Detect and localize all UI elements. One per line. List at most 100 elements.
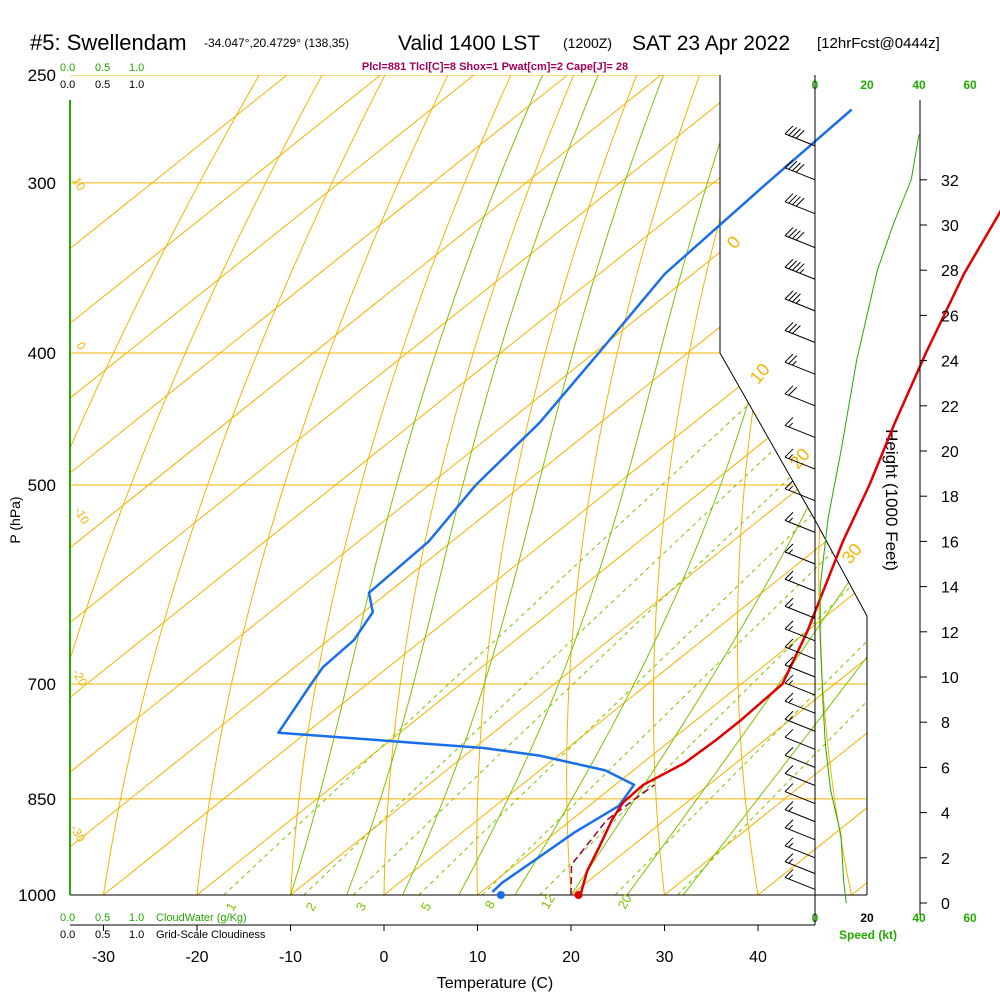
speed-tick-top: 40 [912, 78, 926, 92]
wind-barb [784, 193, 816, 215]
wind-barb [784, 853, 816, 875]
dry-adiabat [653, 75, 772, 895]
wind-barb [784, 674, 816, 696]
y-axis-title: P (hPa) [7, 496, 23, 543]
dry-adiabat-label: -10 [71, 505, 92, 527]
speed-tick-bottom: 20 [860, 911, 874, 925]
pressure-tick-label: 250 [28, 66, 56, 85]
temperature-trace [579, 209, 1000, 896]
height-tick-label: 16 [941, 534, 959, 551]
height-tick-label: 20 [941, 444, 959, 461]
isotherm-label: 10 [746, 359, 774, 387]
temperature-tick-label: -10 [279, 949, 302, 966]
isotherm-label: 0 [723, 232, 745, 253]
bottom-cloud-scale: 0.0 0.5 1.0 CloudWater (g/Kg) 0.0 0.5 1.… [60, 912, 266, 941]
height-tick-label: 8 [941, 715, 950, 732]
temperature-tick-label: 30 [656, 949, 674, 966]
wind-barb [784, 417, 816, 438]
wind-panel [784, 75, 920, 925]
bottom-green-0: 0.0 [60, 912, 75, 924]
dry-adiabat [70, 75, 274, 895]
wind-barb [784, 728, 816, 750]
mixing-ratio-label: 5 [418, 900, 435, 914]
dry-adiabat [70, 75, 336, 895]
isotherm-line [70, 75, 475, 895]
speed-tick-top: 20 [860, 78, 874, 92]
surface-temperature-marker [574, 891, 583, 899]
top-green-0: 0.0 [60, 62, 75, 74]
wind-barb [784, 692, 816, 714]
wind-barb [784, 656, 816, 678]
isotherm-line [70, 75, 288, 895]
moist-adiabat [402, 75, 674, 895]
isotherm-line [70, 75, 568, 895]
pressure-tick-label: 500 [28, 476, 56, 495]
isotherm-line [945, 75, 1000, 895]
wind-barb [784, 159, 816, 181]
wind-barb [784, 783, 816, 805]
moist-adiabat [514, 75, 850, 895]
wind-barb [784, 765, 816, 786]
height-tick-label: 4 [941, 806, 950, 823]
height-tick-label: 28 [941, 263, 959, 280]
station-coords: -34.047°,20.4729° (138,35) [204, 36, 349, 50]
wind-barb [784, 448, 816, 470]
temperature-tick-label: 40 [749, 949, 767, 966]
mixing-ratio-line [223, 352, 805, 895]
mixing-ratio-label: 20 [615, 891, 635, 911]
height-tick-label: 6 [941, 760, 950, 777]
speed-axis-title: Speed (kt) [839, 928, 897, 942]
top-cloud-scale: 0.0 0.5 1.0 0.0 0.5 1.0 [60, 62, 144, 91]
dry-adiabat [98, 75, 398, 895]
bottom-green-1: 1.0 [129, 912, 144, 924]
sounding-traces [277, 108, 1000, 899]
valid-time: Valid 1400 LST [398, 32, 540, 55]
wind-barb [784, 480, 816, 502]
mixing-ratio-line [352, 352, 867, 895]
temperature-tick-label: -20 [185, 949, 208, 966]
cloudwater-label: CloudWater (g/Kg) [156, 912, 247, 924]
wind-barb [784, 512, 816, 533]
moist-adiabat [458, 75, 752, 895]
isotherm-line [103, 75, 867, 895]
top-black-1: 1.0 [129, 79, 144, 91]
height-tick-label: 18 [941, 489, 959, 506]
mixing-ratio-label: 3 [353, 900, 370, 914]
speed-tick-top: 60 [963, 78, 977, 92]
pressure-tick-label: 400 [28, 344, 56, 363]
isotherm-label: 20 [786, 444, 814, 472]
wind-barb [784, 385, 816, 407]
wind-barb [784, 801, 816, 823]
dry-adiabat [476, 75, 647, 895]
mixing-ratio-label: 8 [482, 898, 499, 912]
pressure-tick-label: 1000 [18, 886, 56, 905]
mixing-ratio-line [539, 352, 867, 895]
top-green-05: 0.5 [95, 62, 110, 74]
forecast-label: [12hrFcst@0444z] [817, 35, 940, 52]
height-tick-label: 10 [941, 670, 959, 687]
moist-adiabat [290, 75, 554, 895]
dry-adiabat-label: -20 [69, 667, 90, 689]
height-tick-label: 26 [941, 308, 959, 325]
wind-barb [784, 227, 816, 249]
isotherm-line [70, 75, 381, 895]
mixing-ratio-line [303, 352, 867, 895]
parcel-trace [570, 784, 655, 896]
moist-adiabat [682, 75, 867, 895]
valid-date: SAT 23 Apr 2022 [632, 32, 790, 55]
pressure-tick-label: 700 [28, 675, 56, 694]
bottom-black-1: 1.0 [129, 929, 144, 941]
wind-barb [784, 597, 816, 619]
speed-tick-bottom: 40 [912, 911, 926, 925]
top-green-1: 1.0 [129, 62, 144, 74]
dry-adiabat [193, 75, 461, 895]
surface-dewpoint-marker [496, 891, 505, 899]
mixing-ratio-line [418, 352, 867, 895]
isotherm-line [477, 75, 867, 895]
temperature-tick-label: 20 [562, 949, 580, 966]
wind-barb [784, 125, 816, 147]
wind-barb [784, 710, 816, 732]
moist-adiabat [570, 75, 867, 895]
isotherm-line [196, 75, 867, 895]
